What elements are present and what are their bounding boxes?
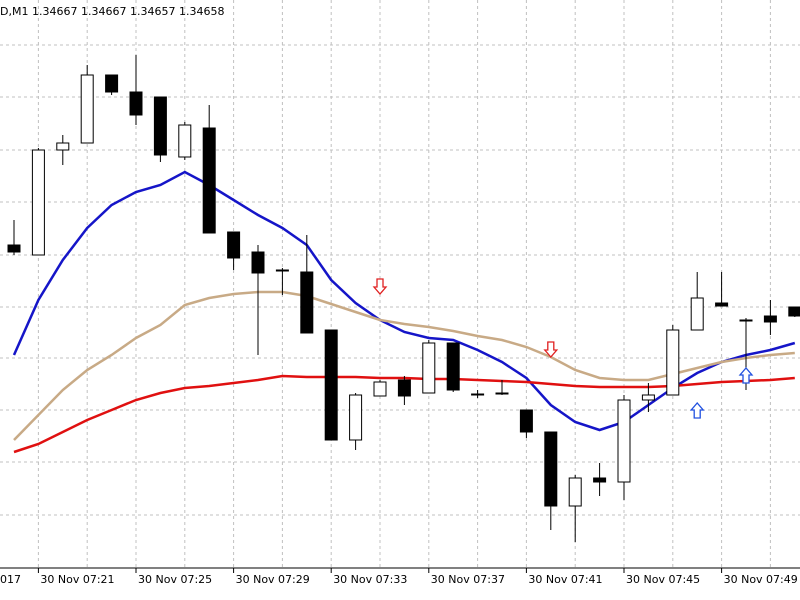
x-tick-label: 30 Nov 07:21: [40, 573, 114, 586]
candle-body: [324, 329, 338, 441]
header: D,M1 1.34667 1.34667 1.34657 1.34658: [0, 5, 224, 18]
candle-body: [568, 477, 582, 507]
candle-body: [31, 149, 45, 256]
candle-body: [641, 394, 655, 401]
symbol: D,M1: [0, 5, 28, 18]
header-low: 1.34657: [130, 5, 176, 18]
candle-body: [739, 319, 753, 322]
x-tick-label: 30 Nov 07:25: [138, 573, 212, 586]
candle-body: [544, 431, 558, 507]
candle-body: [227, 231, 241, 259]
candles: [7, 55, 800, 542]
partial-label: 017: [0, 573, 21, 586]
candle-body: [129, 91, 143, 116]
candle-body: [422, 342, 436, 394]
candle-body: [593, 477, 607, 483]
candle-body: [300, 271, 314, 334]
candle-body: [666, 329, 680, 396]
candle-body: [105, 74, 119, 93]
candle-body: [495, 392, 509, 395]
candle-body: [178, 124, 192, 158]
header-close: 1.34658: [179, 5, 225, 18]
candle-body: [690, 297, 704, 331]
x-tick-label: 30 Nov 07:45: [626, 573, 700, 586]
sell-arrow: [372, 278, 388, 295]
candle-body: [519, 409, 533, 433]
candle-body: [349, 394, 363, 441]
x-tick-label: 30 Nov 07:41: [528, 573, 602, 586]
candle-body: [56, 142, 70, 151]
candle-body: [80, 74, 94, 144]
x-axis: 30 Nov 07:21 30 Nov 07:25 30 Nov 07:29 30 N…: [37, 568, 798, 586]
candle-body: [715, 302, 729, 307]
candle-body: [617, 399, 631, 483]
header-high: 1.34667: [81, 5, 127, 18]
x-tick-label: 30 Nov 07:37: [431, 573, 505, 586]
arrows: [372, 278, 754, 419]
candle-body: [7, 244, 21, 253]
candle-body: [251, 251, 265, 274]
moving-average: [12, 170, 796, 432]
moving-average: [13, 290, 795, 441]
candle-body: [471, 393, 485, 396]
candle-body: [763, 315, 777, 323]
x-tick-label: 30 Nov 07:49: [724, 573, 798, 586]
candle-body: [373, 381, 387, 397]
buy-arrow: [738, 367, 754, 384]
buy-arrow: [689, 402, 705, 419]
sell-arrow: [543, 341, 559, 358]
candle-body: [788, 306, 800, 317]
candle-body: [202, 127, 216, 234]
x-tick-label: 30 Nov 07:33: [333, 573, 407, 586]
candle-body: [397, 379, 411, 397]
candle-body: [153, 96, 167, 156]
candle-body: [446, 342, 460, 391]
x-tick-label: 30 Nov 07:29: [236, 573, 310, 586]
header-open: 1.34667: [32, 5, 78, 18]
candle-body: [275, 269, 289, 272]
